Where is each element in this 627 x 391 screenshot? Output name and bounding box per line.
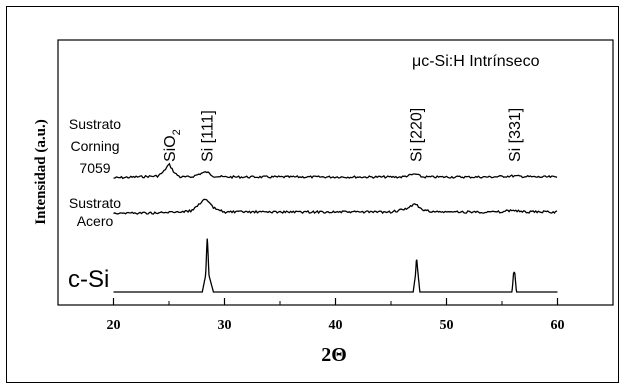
peak-annotation: Si [111] — [200, 110, 217, 162]
peak-annotation: Si [331] — [507, 108, 524, 162]
x-axis-ticks: 20 30 40 50 60 — [57, 298, 614, 333]
peak-annotation: Si [220] — [408, 108, 425, 162]
series-label-csi: c-Si — [68, 266, 109, 293]
labels-layer: Sustrato Corning 7059 Sustrato Acero c-Si SiO2… — [68, 108, 524, 293]
series-label-acero: Sustrato — [69, 195, 121, 211]
peak-annotation: SiO2 — [162, 129, 183, 162]
series-line-3 — [113, 238, 558, 293]
y-axis-label: Intensidad (a.u.) — [33, 119, 49, 224]
plot-area — [57, 39, 614, 306]
series-label-corning: 7059 — [79, 160, 110, 176]
series-label-corning: Corning — [70, 138, 119, 154]
x-tick-label: 40 — [329, 318, 343, 333]
chart-title: μc-Si:H Intrínseco — [412, 53, 540, 70]
x-tick-label: 20 — [107, 318, 121, 333]
figure-frame — [6, 6, 619, 383]
x-tick-label: 50 — [440, 318, 454, 333]
series-line-1 — [113, 162, 558, 180]
x-axis-label: 2Θ — [321, 344, 347, 366]
x-tick-label: 60 — [551, 318, 565, 333]
series-layer — [113, 162, 558, 293]
series-line-2 — [113, 198, 558, 215]
x-tick-label: 30 — [218, 318, 232, 333]
series-label-acero: Acero — [77, 213, 114, 229]
series-label-corning: Sustrato — [69, 116, 121, 132]
